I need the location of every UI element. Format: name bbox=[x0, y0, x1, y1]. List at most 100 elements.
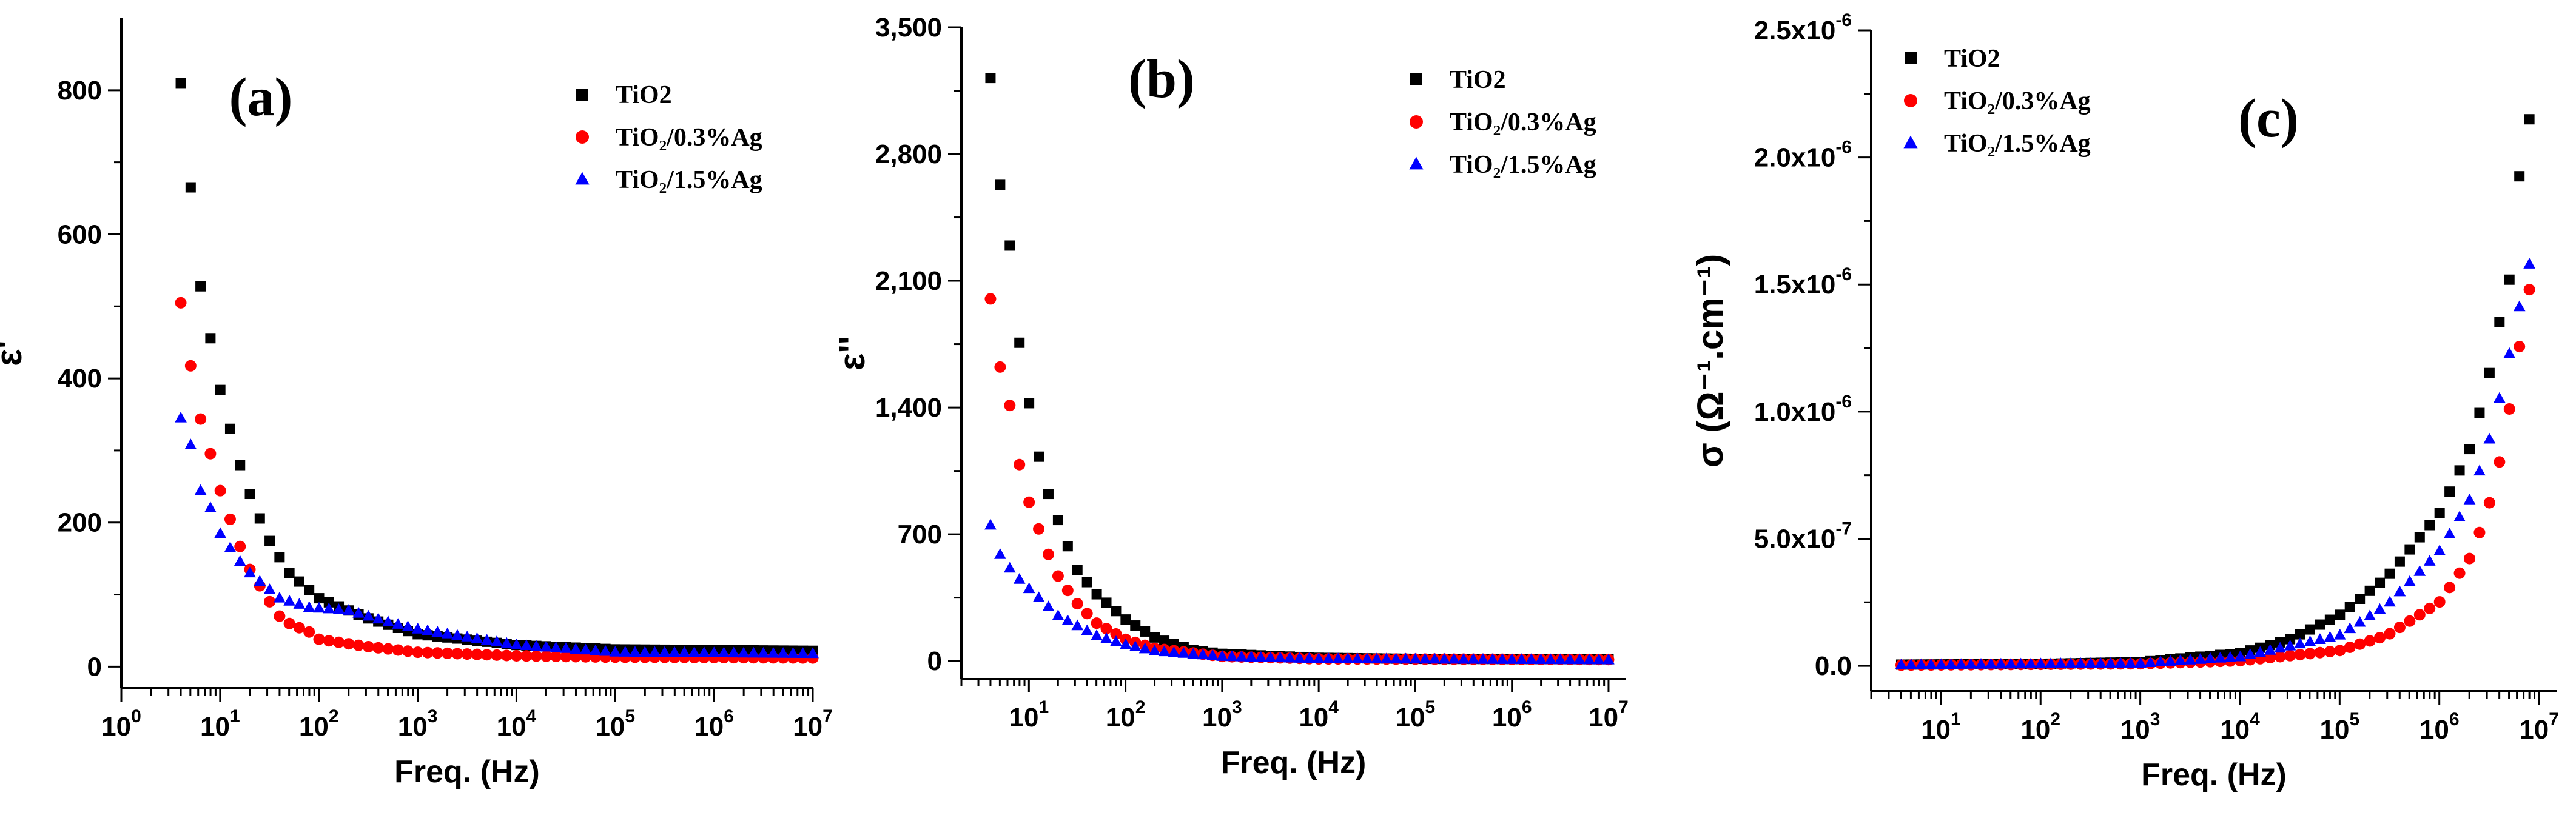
data-point bbox=[205, 333, 216, 344]
data-point bbox=[767, 646, 779, 658]
x-tick-label: 105 bbox=[595, 706, 635, 742]
data-point bbox=[2453, 567, 2466, 579]
data-point bbox=[1409, 652, 1422, 664]
data-point bbox=[1342, 652, 1354, 663]
data-point bbox=[1140, 626, 1151, 637]
data-point bbox=[184, 438, 197, 449]
data-point bbox=[244, 566, 256, 578]
y-tick-label: 700 bbox=[898, 520, 942, 549]
data-point bbox=[2304, 635, 2316, 646]
data-point bbox=[461, 648, 473, 660]
data-point bbox=[1024, 398, 1035, 409]
data-point bbox=[442, 647, 454, 659]
data-point bbox=[2084, 657, 2097, 668]
series-TiO2/1.5%Ag bbox=[175, 411, 819, 659]
data-point bbox=[708, 646, 721, 657]
data-point bbox=[1033, 523, 1045, 535]
data-point bbox=[2314, 633, 2326, 644]
data-point bbox=[2503, 403, 2515, 415]
data-point bbox=[1975, 658, 1987, 669]
data-point bbox=[1014, 458, 1026, 471]
data-point bbox=[352, 639, 365, 651]
data-point bbox=[2284, 639, 2296, 651]
data-point bbox=[540, 650, 552, 662]
data-point bbox=[1332, 652, 1344, 663]
data-point bbox=[2393, 622, 2406, 634]
legend-marker bbox=[1410, 115, 1423, 129]
data-point bbox=[560, 642, 572, 653]
data-point bbox=[1487, 653, 1499, 664]
legend-marker bbox=[576, 89, 588, 101]
data-point bbox=[2234, 650, 2247, 662]
data-point bbox=[1003, 562, 1016, 573]
data-point bbox=[1187, 648, 1200, 659]
legend-label: TiO₂/0.3%Ag bbox=[616, 124, 762, 152]
series-TiO2 bbox=[175, 78, 818, 656]
data-point bbox=[274, 610, 286, 622]
data-point bbox=[2354, 638, 2366, 650]
data-point bbox=[787, 647, 799, 658]
data-point bbox=[283, 595, 295, 606]
y-axis-title: ε'' bbox=[832, 336, 872, 370]
data-point bbox=[343, 638, 355, 650]
data-point bbox=[570, 643, 582, 654]
x-axis-title: Freq. (Hz) bbox=[1221, 745, 1367, 780]
data-point bbox=[1274, 651, 1286, 663]
data-point bbox=[2413, 565, 2426, 576]
data-point bbox=[570, 651, 582, 663]
data-point bbox=[1062, 541, 1073, 552]
x-tick-label: 106 bbox=[694, 706, 734, 742]
data-point bbox=[1110, 628, 1122, 640]
data-point bbox=[1004, 240, 1015, 251]
data-point bbox=[1955, 658, 1967, 669]
x-tick-label: 101 bbox=[1009, 697, 1049, 733]
x-tick-label: 105 bbox=[2320, 709, 2360, 745]
data-point bbox=[1177, 647, 1190, 658]
data-point bbox=[2384, 595, 2396, 607]
data-point bbox=[214, 484, 226, 497]
series-TiO2/0.3%Ag bbox=[984, 293, 1615, 666]
data-point bbox=[2464, 444, 2475, 455]
data-point bbox=[2434, 508, 2445, 518]
legend-marker bbox=[1410, 73, 1422, 85]
data-point bbox=[2344, 642, 2356, 654]
data-point bbox=[1593, 653, 1605, 665]
data-point bbox=[1091, 589, 1102, 600]
data-point bbox=[2124, 657, 2137, 668]
y-tick-label: 0 bbox=[87, 652, 102, 682]
data-point bbox=[2344, 622, 2356, 634]
data-point bbox=[1895, 658, 1908, 669]
data-point bbox=[1120, 614, 1131, 625]
data-point bbox=[599, 645, 611, 656]
data-point bbox=[1525, 653, 1538, 665]
data-point bbox=[332, 603, 345, 614]
data-point bbox=[304, 585, 315, 595]
data-point bbox=[293, 598, 306, 609]
data-point bbox=[2494, 317, 2505, 327]
data-point bbox=[2295, 629, 2305, 640]
data-point bbox=[1148, 645, 1161, 655]
data-point bbox=[2285, 634, 2296, 645]
data-point bbox=[619, 646, 631, 657]
data-point bbox=[1149, 632, 1160, 643]
data-point bbox=[362, 609, 375, 621]
data-point bbox=[1477, 653, 1489, 664]
data-point bbox=[362, 641, 374, 653]
data-point bbox=[994, 548, 1006, 559]
data-point bbox=[2224, 651, 2236, 662]
data-point bbox=[491, 649, 503, 661]
legend-marker bbox=[1904, 94, 1917, 107]
data-point bbox=[1197, 648, 1209, 660]
data-point bbox=[2324, 646, 2336, 658]
data-point bbox=[234, 540, 246, 552]
x-tick-label: 101 bbox=[1921, 709, 1961, 745]
data-point bbox=[2473, 526, 2486, 538]
data-point bbox=[2174, 654, 2187, 665]
data-point bbox=[1935, 658, 1948, 669]
data-point bbox=[688, 646, 701, 657]
data-point bbox=[1515, 653, 1528, 664]
data-point bbox=[550, 650, 562, 662]
legend-label: TiO2 bbox=[1450, 66, 1506, 94]
x-tick-label: 105 bbox=[1396, 697, 1436, 733]
data-point bbox=[2453, 511, 2466, 522]
